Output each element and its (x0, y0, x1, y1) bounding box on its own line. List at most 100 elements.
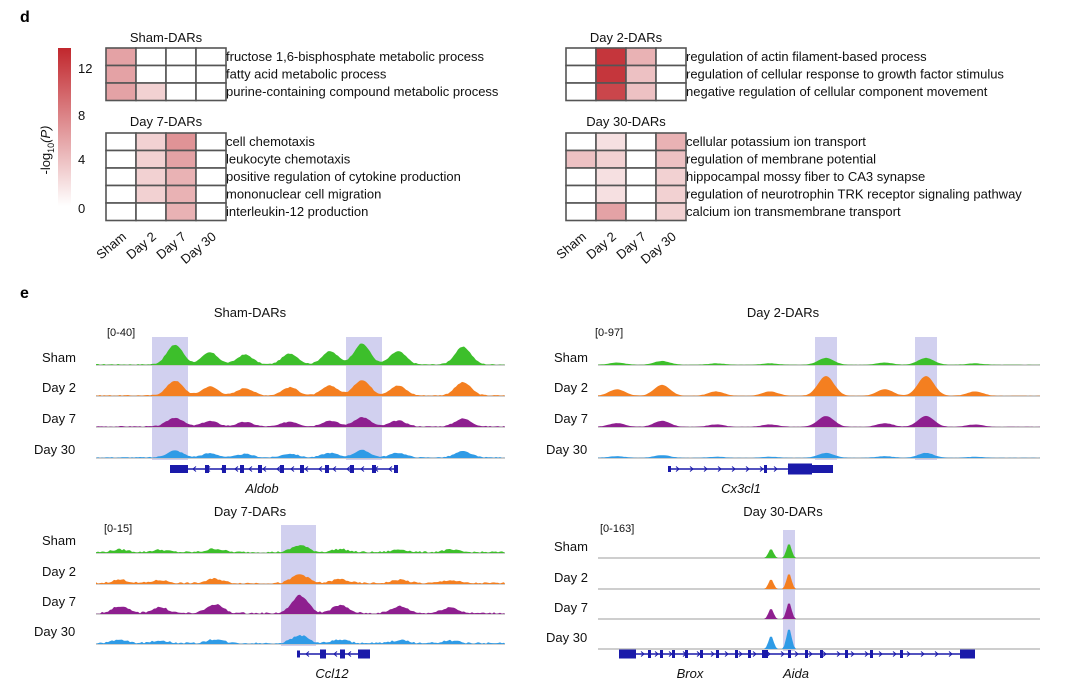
heatmap-cell (595, 167, 627, 187)
gene-strand-arrow (717, 466, 722, 472)
track-ccl12 (96, 525, 505, 659)
heatmap-cell (625, 82, 657, 102)
track-title-day7-dars: Day 7-DARs (214, 504, 287, 519)
heatmap-row-label: interleukin-12 production (226, 204, 368, 219)
sample-label-sham: Sham (42, 350, 76, 365)
column-labels-right: Sham Day 2 Day 7 Day 30 (553, 229, 679, 267)
heatmap-cell (565, 184, 597, 204)
gene-exon (222, 465, 226, 473)
gene-strand-arrow (878, 651, 883, 657)
heatmap-row-label: cell chemotaxis (226, 134, 315, 149)
gene-exon (358, 649, 370, 659)
heatmap-cell (595, 132, 627, 152)
sample-label-sham: Sham (554, 350, 588, 365)
heatmap-cell (195, 64, 227, 84)
gene-exon (748, 650, 751, 658)
gene-exon (300, 465, 304, 473)
gene-exon (700, 650, 703, 658)
gene-strand-arrow (906, 651, 911, 657)
heatmap-row-label: positive regulation of cytokine producti… (226, 169, 461, 184)
signal-track (96, 594, 505, 614)
signal-track (598, 376, 1040, 396)
heatmap-cell (565, 47, 597, 67)
column-label-day2: Day 2 (583, 229, 619, 262)
heatmap-row-label: mononuclear cell migration (226, 187, 381, 202)
heatmap-cell (625, 149, 657, 169)
heatmap-cell (165, 149, 197, 169)
heatmap-row-label: hippocampal mossy fiber to CA3 synapse (686, 169, 925, 184)
gene-strand-arrow (864, 651, 869, 657)
heatmap-cell (565, 132, 597, 152)
track-title-sham-dars: Sham-DARs (214, 305, 287, 320)
gene-strand-arrow (276, 466, 281, 472)
column-label-day2: Day 2 (123, 229, 159, 262)
gene-exon (672, 650, 675, 658)
dar-highlight (281, 525, 316, 646)
gene-strand-arrow (724, 651, 729, 657)
heatmap-cell (135, 149, 167, 169)
gene-strand-arrow (304, 466, 309, 472)
gene-strand-arrow (333, 651, 338, 657)
gene-exon (660, 650, 663, 658)
gene-strand-arrow (822, 651, 827, 657)
dar-highlight (783, 530, 795, 651)
heatmap-cell (655, 184, 687, 204)
heatmap-cell (105, 47, 137, 67)
gene-label-aldob: Aldob (244, 481, 278, 496)
signal-track (598, 629, 1040, 649)
heatmap-cell (105, 202, 137, 222)
gene-strand-arrow (192, 466, 197, 472)
heatmap-cell (165, 64, 197, 84)
sample-labels-ccl12: Sham Day 2 Day 7 Day 30 (34, 533, 76, 639)
heatmap-cell (135, 184, 167, 204)
heatmap-cell (195, 184, 227, 204)
gene-strand-arrow (794, 651, 799, 657)
gene-exon (735, 650, 738, 658)
gene-strand-arrow (388, 466, 393, 472)
gene-label-cx3cl1: Cx3cl1 (721, 481, 761, 496)
track-aldob (96, 337, 505, 473)
heatmap-title-day30: Day 30-DARs (586, 114, 666, 129)
signal-track (598, 574, 1040, 589)
heatmap-cell (105, 184, 137, 204)
sample-label-day7: Day 7 (42, 411, 76, 426)
column-label-sham: Sham (553, 229, 589, 262)
sample-label-day7: Day 7 (554, 600, 588, 615)
heatmap-cell (165, 82, 197, 102)
gene-exon (845, 650, 848, 658)
sample-label-day2: Day 2 (42, 380, 76, 395)
gene-exon (812, 465, 833, 473)
gene-strand-arrow (745, 466, 750, 472)
sample-label-day30: Day 30 (546, 442, 587, 457)
heatmap-cell (625, 47, 657, 67)
colorbar-tick-4: 4 (78, 152, 85, 167)
gene-label-aida: Aida (782, 666, 809, 681)
gene-exon (900, 650, 903, 658)
gene-strand-arrow (675, 466, 680, 472)
gene-strand-arrow (836, 651, 841, 657)
signal-track (598, 452, 1040, 458)
signal-track (96, 574, 505, 584)
heatmap-cell (195, 149, 227, 169)
heatmap-row-label: leukocyte chemotaxis (226, 152, 351, 167)
heatmap-title-sham: Sham-DARs (130, 30, 203, 45)
signal-track (598, 357, 1040, 365)
heatmap-cell (165, 184, 197, 204)
gene-strand-arrow (703, 466, 708, 472)
sample-label-day30: Day 30 (34, 624, 75, 639)
gene-strand-arrow (752, 651, 757, 657)
gene-exon (258, 465, 262, 473)
track-range-day30-dars: [0-163] (600, 523, 634, 535)
gene-strand-arrow (347, 651, 352, 657)
gene-exon (240, 465, 244, 473)
signal-track (598, 415, 1040, 427)
sample-label-day30: Day 30 (546, 630, 587, 645)
gene-exon (716, 650, 719, 658)
heatmap-row-label: negative regulation of cellular componen… (686, 84, 988, 99)
gene-strand-arrow (262, 466, 267, 472)
heatmap-cell (565, 64, 597, 84)
heatmap-cell (655, 149, 687, 169)
signal-track (96, 417, 505, 427)
sample-label-day2: Day 2 (554, 570, 588, 585)
track-title-day30-dars: Day 30-DARs (743, 504, 823, 519)
